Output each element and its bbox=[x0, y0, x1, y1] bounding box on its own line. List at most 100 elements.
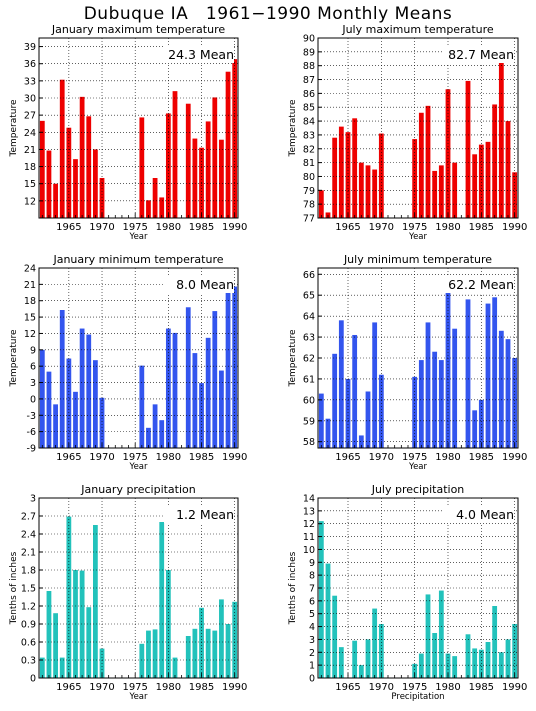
bar-1980 bbox=[445, 653, 451, 678]
y-tick-label: 0.6 bbox=[21, 638, 36, 649]
y-tick-label: 84 bbox=[303, 117, 315, 128]
y-tick-label: 1.5 bbox=[21, 584, 36, 595]
bar-1981 bbox=[452, 328, 458, 448]
bar-1980 bbox=[445, 89, 451, 218]
bar-1964 bbox=[59, 79, 65, 219]
bar-1969 bbox=[93, 149, 98, 218]
bar-1984 bbox=[472, 648, 478, 678]
x-tick-label: 1980 bbox=[156, 452, 181, 463]
y-tick-label: 30 bbox=[24, 94, 36, 105]
chart-4: 58 59 60 61 62 63 64 65 66 1965 1970 1975 1980 1985 19… bbox=[288, 253, 527, 472]
plot-frame bbox=[38, 267, 239, 449]
y-axis-label: Temperature bbox=[288, 329, 298, 387]
bar-1968 bbox=[365, 165, 371, 218]
x-tick-label: 1965 bbox=[335, 222, 360, 233]
bar-1968 bbox=[86, 334, 92, 448]
bar-1986 bbox=[205, 628, 211, 678]
y-tick-label: 64 bbox=[303, 312, 315, 323]
bar-1979 bbox=[159, 197, 165, 218]
mean-label-bg bbox=[164, 46, 234, 63]
chart-title: July precipitation bbox=[371, 483, 465, 496]
x-tick-label: 1980 bbox=[156, 682, 181, 693]
bar-1968 bbox=[365, 391, 371, 448]
mean-label: 1.2 Mean bbox=[176, 507, 234, 522]
x-tick-label: 1965 bbox=[56, 452, 81, 463]
bar-1989 bbox=[505, 639, 511, 678]
bar-1964 bbox=[338, 647, 344, 678]
bar-1967 bbox=[358, 435, 364, 448]
y-tick-label: 6 bbox=[30, 362, 36, 373]
bar-1962 bbox=[46, 591, 52, 678]
bar-1976 bbox=[139, 643, 145, 678]
bar-1987 bbox=[492, 104, 498, 218]
chart-title: January minimum temperature bbox=[52, 253, 223, 266]
bar-1979 bbox=[159, 522, 165, 678]
y-tick-label: 14 bbox=[303, 494, 315, 505]
bar-1978 bbox=[432, 351, 438, 448]
bar-1983 bbox=[185, 636, 191, 678]
bar-1984 bbox=[192, 138, 198, 218]
mean-label-bg bbox=[444, 506, 514, 523]
bar-1986 bbox=[485, 141, 491, 218]
bar-1962 bbox=[325, 418, 331, 448]
bar-1988 bbox=[498, 54, 504, 219]
y-tick-label: 7 bbox=[309, 584, 315, 595]
bar-1963 bbox=[332, 137, 338, 218]
bar-1966 bbox=[73, 159, 78, 218]
y-tick-label: 24 bbox=[24, 264, 36, 275]
y-tick-label: 1.2 bbox=[21, 602, 36, 613]
y-tick-label: 86 bbox=[303, 89, 315, 100]
x-axis-label: Year bbox=[129, 462, 149, 472]
x-axis-label: Precipitation bbox=[391, 692, 444, 702]
y-tick-label: 0 bbox=[309, 674, 315, 685]
y-tick-label: 15 bbox=[24, 313, 36, 324]
y-tick-label: 2.1 bbox=[21, 548, 36, 559]
bar-1987 bbox=[212, 630, 218, 678]
y-tick-label: 62 bbox=[303, 354, 315, 365]
x-tick-label: 1965 bbox=[335, 682, 360, 693]
x-tick-label: 1965 bbox=[56, 682, 81, 693]
x-tick-label: 1975 bbox=[402, 682, 427, 693]
y-axis-label: Tenths of inches bbox=[9, 551, 19, 625]
bar-1967 bbox=[79, 328, 85, 448]
bar-1963 bbox=[53, 404, 58, 448]
y-tick-label: 77 bbox=[303, 214, 315, 225]
y-tick-label: 27 bbox=[24, 111, 36, 122]
x-tick-label: 1975 bbox=[402, 452, 427, 463]
bar-1981 bbox=[452, 656, 458, 678]
bar-1989 bbox=[505, 339, 511, 448]
bar-1986 bbox=[485, 303, 491, 448]
y-tick-label: 2 bbox=[309, 648, 315, 659]
bar-1967 bbox=[358, 162, 364, 218]
bar-1970 bbox=[99, 397, 105, 448]
mean-label: 62.2 Mean bbox=[448, 277, 514, 292]
bar-1979 bbox=[438, 590, 444, 678]
y-tick-label: 2.7 bbox=[21, 512, 36, 523]
bar-1990 bbox=[232, 59, 238, 218]
bar-1977 bbox=[425, 594, 431, 678]
y-tick-label: 90 bbox=[303, 34, 315, 45]
x-tick-label: 1965 bbox=[56, 222, 81, 233]
bar-1967 bbox=[79, 96, 85, 218]
y-tick-label: 85 bbox=[303, 103, 315, 114]
bar-1966 bbox=[352, 640, 358, 678]
bar-1978 bbox=[152, 629, 158, 678]
bar-1979 bbox=[438, 360, 444, 448]
y-tick-label: 87 bbox=[303, 75, 315, 86]
y-tick-label: 13 bbox=[303, 506, 315, 517]
mean-label-bg bbox=[444, 276, 514, 293]
bar-1976 bbox=[418, 653, 424, 678]
y-tick-label: 36 bbox=[24, 59, 36, 70]
y-tick-label: 15 bbox=[24, 179, 36, 190]
x-axis-label: Year bbox=[129, 692, 149, 702]
bar-1988 bbox=[498, 330, 504, 448]
bar-1986 bbox=[205, 121, 211, 218]
y-axis-label: Tenths of inches bbox=[288, 551, 298, 625]
bar-1965 bbox=[345, 378, 351, 448]
bar-1977 bbox=[146, 427, 151, 448]
x-tick-label: 1970 bbox=[89, 682, 114, 693]
x-tick-label: 1985 bbox=[469, 222, 494, 233]
page-title: Dubuque IA 1961−1990 Monthly Means bbox=[83, 4, 453, 24]
bar-1969 bbox=[372, 169, 378, 218]
